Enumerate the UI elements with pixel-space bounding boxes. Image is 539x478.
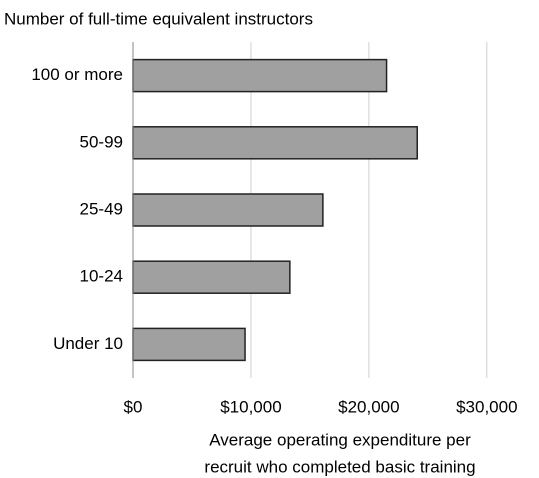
x-tick-label: $10,000 <box>220 397 281 416</box>
y-tick-label: 50-99 <box>80 132 123 151</box>
y-tick-label: 10-24 <box>80 267 123 286</box>
y-tick-label: 25-49 <box>80 199 123 218</box>
x-tick-label: $30,000 <box>456 397 517 416</box>
y-tick-label: 100 or more <box>31 65 123 84</box>
bar <box>132 58 388 93</box>
bar <box>132 260 291 294</box>
x-axis-label: recruit who completed basic training <box>204 457 475 476</box>
x-tick-label: $0 <box>124 397 143 416</box>
chart-title: Number of full-time equivalent instructo… <box>4 9 313 28</box>
x-tick-label: $20,000 <box>338 397 399 416</box>
bar <box>132 193 324 227</box>
bar <box>132 327 246 362</box>
bar <box>132 126 418 160</box>
x-axis-label: Average operating expenditure per <box>209 430 471 449</box>
y-tick-label: Under 10 <box>53 334 123 353</box>
